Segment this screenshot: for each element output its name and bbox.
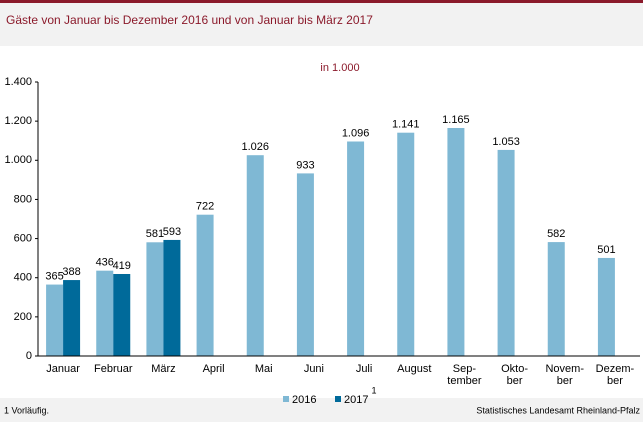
x-tick-label: Okto-ber [501,363,528,387]
data-label: 581 [146,228,164,240]
x-tick-label: August [397,363,431,375]
x-tick-label: Juli [356,363,373,375]
bar [547,242,565,356]
y-tick-label: 0 [26,350,32,362]
bar [163,239,181,356]
data-label: 1.165 [442,114,470,126]
data-label: 365 [45,270,63,282]
legend-label: 2016 [292,394,316,406]
bar [597,257,615,356]
y-tick-label: 1.400 [4,76,32,88]
bar [46,284,64,356]
data-label: 1.053 [492,136,520,148]
bar [96,270,114,356]
top-rule [0,0,643,3]
y-tick-label: 800 [14,193,32,205]
x-tick-label: Sep-tember [447,363,482,387]
legend-label: 2017 [344,394,368,406]
chart-subtitle: in 1.000 [320,62,359,74]
data-label: 388 [62,266,80,278]
source: Statistisches Landesamt Rheinland-Pfalz [476,405,640,415]
x-tick-label: März [151,363,175,375]
bar [196,214,214,356]
x-tick-label: Mai [255,363,273,375]
data-label: 582 [547,228,565,240]
bar [347,141,365,356]
data-label: 501 [597,244,615,256]
x-tick-label: Januar [46,363,80,375]
data-label: 1.026 [241,141,269,153]
legend-swatch [335,396,341,402]
x-tick-label: Februar [94,363,133,375]
y-tick-label: 600 [14,232,32,244]
data-label: 1.141 [392,119,420,131]
y-tick-label: 200 [14,311,32,323]
bar [397,132,415,356]
data-label: 722 [196,201,214,213]
data-label: 436 [96,257,114,269]
y-tick-label: 1.200 [4,115,32,127]
chart-title: Gäste von Januar bis Dezember 2016 und v… [6,13,373,27]
bar [497,149,515,356]
data-label: 933 [296,159,314,171]
data-label: 1.096 [342,127,370,139]
legend-swatch [283,396,289,402]
x-tick-label: Novem-ber [545,363,584,387]
bar [246,155,264,356]
bar [447,127,465,356]
y-tick-label: 1.000 [4,154,32,166]
data-label: 419 [113,260,131,272]
legend-footnote-marker: 1 [371,385,376,395]
y-tick-label: 400 [14,272,32,284]
bar [63,280,81,356]
x-tick-label: April [203,363,225,375]
data-label: 593 [163,226,181,238]
bar [146,242,164,356]
x-tick-label: Juni [304,363,324,375]
x-tick-label: Dezem-ber [596,363,635,387]
footnote: 1 Vorläufig. [4,405,49,415]
bar [113,273,131,356]
bar [296,173,314,356]
